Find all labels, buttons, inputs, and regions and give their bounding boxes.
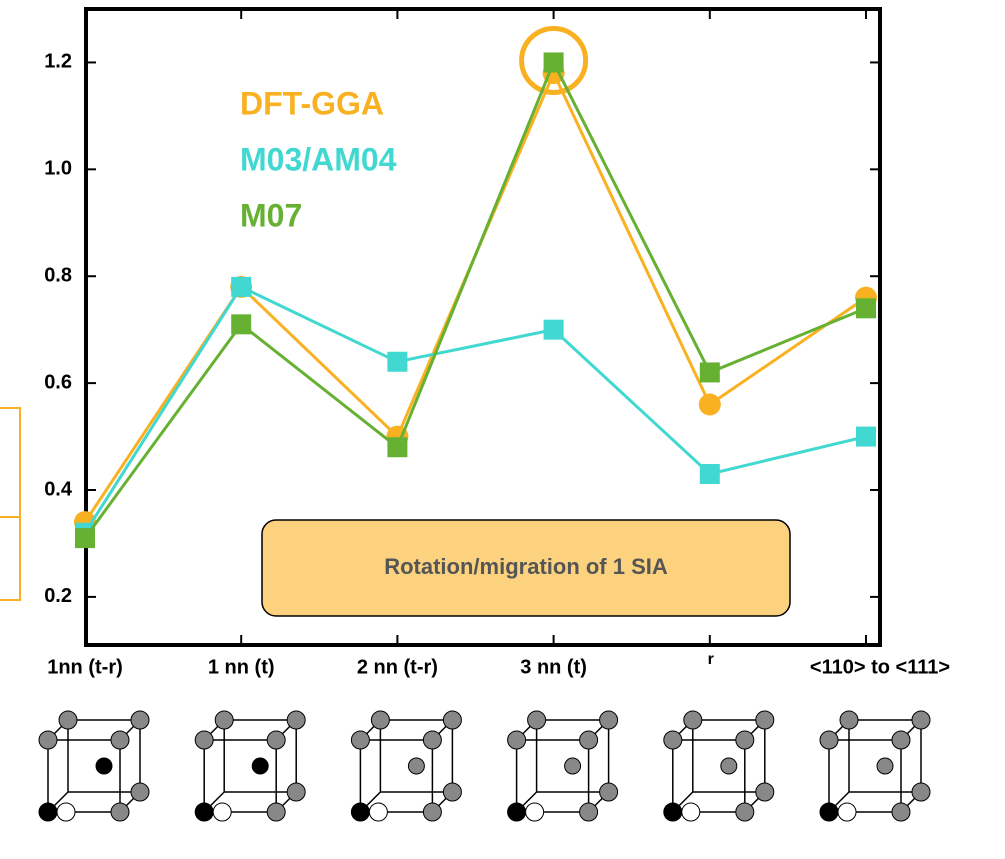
point bbox=[544, 52, 564, 72]
point bbox=[856, 298, 876, 318]
atom bbox=[912, 711, 930, 729]
point bbox=[387, 352, 407, 372]
structure-diagrams bbox=[39, 711, 930, 821]
atom bbox=[443, 783, 461, 801]
point bbox=[700, 464, 720, 484]
atom bbox=[369, 803, 387, 821]
chart: 0.2 0.4 0.6 0.8 1.0 1.2 1nn (t-r) 1 nn (t) 2 nn … bbox=[0, 0, 1005, 859]
point bbox=[856, 427, 876, 447]
atom bbox=[528, 711, 546, 729]
atom bbox=[39, 803, 57, 821]
x-tick-label: 2 nn (t-r) bbox=[357, 656, 438, 678]
atom bbox=[892, 731, 910, 749]
atom bbox=[912, 783, 930, 801]
atom bbox=[664, 803, 682, 821]
atom bbox=[580, 731, 598, 749]
atom bbox=[508, 731, 526, 749]
atom bbox=[96, 758, 112, 774]
atom bbox=[600, 711, 618, 729]
atom bbox=[721, 758, 737, 774]
atom bbox=[600, 783, 618, 801]
y-tick-label: 0.8 bbox=[44, 265, 72, 287]
atom bbox=[59, 711, 77, 729]
y-tick-label: 1.0 bbox=[44, 158, 72, 180]
legend-label: M07 bbox=[240, 197, 302, 233]
atom bbox=[736, 731, 754, 749]
bracket bbox=[0, 408, 20, 600]
atom bbox=[508, 803, 526, 821]
atom bbox=[423, 803, 441, 821]
atom bbox=[838, 803, 856, 821]
atom bbox=[131, 783, 149, 801]
atom bbox=[371, 711, 389, 729]
legend-label: M03/AM04 bbox=[240, 141, 397, 177]
series-line bbox=[85, 73, 866, 522]
atom bbox=[111, 731, 129, 749]
atom bbox=[195, 731, 213, 749]
atom bbox=[820, 803, 838, 821]
atom bbox=[756, 783, 774, 801]
atom bbox=[215, 711, 233, 729]
atom bbox=[351, 803, 369, 821]
atom bbox=[131, 711, 149, 729]
point bbox=[231, 314, 251, 334]
atom bbox=[443, 711, 461, 729]
atom bbox=[213, 803, 231, 821]
atom bbox=[877, 758, 893, 774]
x-tick-label: 3 nn (t) bbox=[520, 656, 587, 678]
atom bbox=[423, 731, 441, 749]
point bbox=[387, 437, 407, 457]
atom bbox=[287, 783, 305, 801]
atom bbox=[287, 711, 305, 729]
series-line bbox=[85, 62, 866, 538]
atom bbox=[252, 758, 268, 774]
atom bbox=[664, 731, 682, 749]
point bbox=[544, 320, 564, 340]
y-tick-label: 0.4 bbox=[44, 478, 73, 500]
y-tick-label: 0.2 bbox=[44, 585, 72, 607]
atom bbox=[526, 803, 544, 821]
point bbox=[231, 277, 251, 297]
point bbox=[700, 362, 720, 382]
atom bbox=[267, 731, 285, 749]
x-tick-label: 1 nn (t) bbox=[208, 656, 275, 678]
series-line bbox=[85, 287, 866, 533]
x-tick-label: r bbox=[708, 651, 714, 668]
atom bbox=[682, 803, 700, 821]
atom bbox=[195, 803, 213, 821]
atom bbox=[840, 711, 858, 729]
atom bbox=[756, 711, 774, 729]
atom bbox=[57, 803, 75, 821]
atom bbox=[351, 731, 369, 749]
atom bbox=[892, 803, 910, 821]
legend-label: DFT-GGA bbox=[240, 85, 384, 121]
page: {"chart_data": {"type": "line", "categor… bbox=[0, 0, 1005, 859]
atom bbox=[580, 803, 598, 821]
atom bbox=[111, 803, 129, 821]
y-tick-label: 0.6 bbox=[44, 371, 72, 393]
x-tick-label: 1nn (t-r) bbox=[47, 656, 123, 678]
point bbox=[75, 528, 95, 548]
atom bbox=[39, 731, 57, 749]
atom bbox=[736, 803, 754, 821]
annotation: Rotation/migration of 1 SIA bbox=[384, 554, 668, 579]
atom bbox=[408, 758, 424, 774]
atom bbox=[684, 711, 702, 729]
atom bbox=[820, 731, 838, 749]
x-tick-label: <110> to <111> bbox=[810, 656, 950, 678]
atom bbox=[565, 758, 581, 774]
point bbox=[699, 393, 721, 415]
atom bbox=[267, 803, 285, 821]
y-tick-label: 1.2 bbox=[44, 51, 72, 73]
